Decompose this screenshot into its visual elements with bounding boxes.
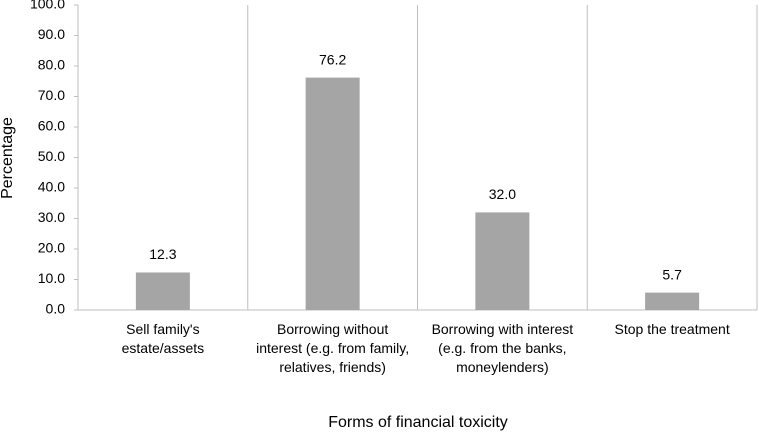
bar xyxy=(135,272,190,310)
y-tick-label: 50.0 xyxy=(38,148,65,164)
x-tick-label: Stop the treatment xyxy=(614,321,730,337)
y-tick-label: 20.0 xyxy=(38,240,65,256)
y-tick-label: 30.0 xyxy=(38,209,65,225)
data-label: 32.0 xyxy=(489,186,516,202)
y-tick-label: 60.0 xyxy=(38,118,65,134)
x-tick-label: Borrowing with interest (e.g. from the b… xyxy=(431,321,574,375)
y-tick-label: 10.0 xyxy=(38,270,65,286)
data-label: 5.7 xyxy=(662,266,682,282)
bar xyxy=(305,77,360,310)
x-tick-label-box: Borrowing without interest (e.g. from fa… xyxy=(256,321,410,375)
data-label: 76.2 xyxy=(319,51,346,67)
y-tick-label: 90.0 xyxy=(38,26,65,42)
y-tick-label: 100.0 xyxy=(30,0,65,12)
bar xyxy=(475,212,530,310)
y-axis-title: Percentage xyxy=(0,117,16,199)
x-tick-label: Sell family's estate/assets xyxy=(121,321,205,356)
y-tick-label: 70.0 xyxy=(38,87,65,103)
x-tick-label-box: Borrowing with interest (e.g. from the b… xyxy=(431,321,574,375)
x-tick-label-box: Sell family's estate/assets xyxy=(121,321,205,356)
x-axis-title: Forms of financial toxicity xyxy=(328,414,508,431)
bar xyxy=(645,292,700,310)
y-tick-label: 40.0 xyxy=(38,179,65,195)
data-label: 12.3 xyxy=(149,246,176,262)
x-tick-label-box: Stop the treatment xyxy=(614,321,730,337)
y-tick-label: 80.0 xyxy=(38,57,65,73)
x-tick-label: Borrowing without interest (e.g. from fa… xyxy=(256,321,410,375)
y-tick-label: 0.0 xyxy=(46,301,66,317)
